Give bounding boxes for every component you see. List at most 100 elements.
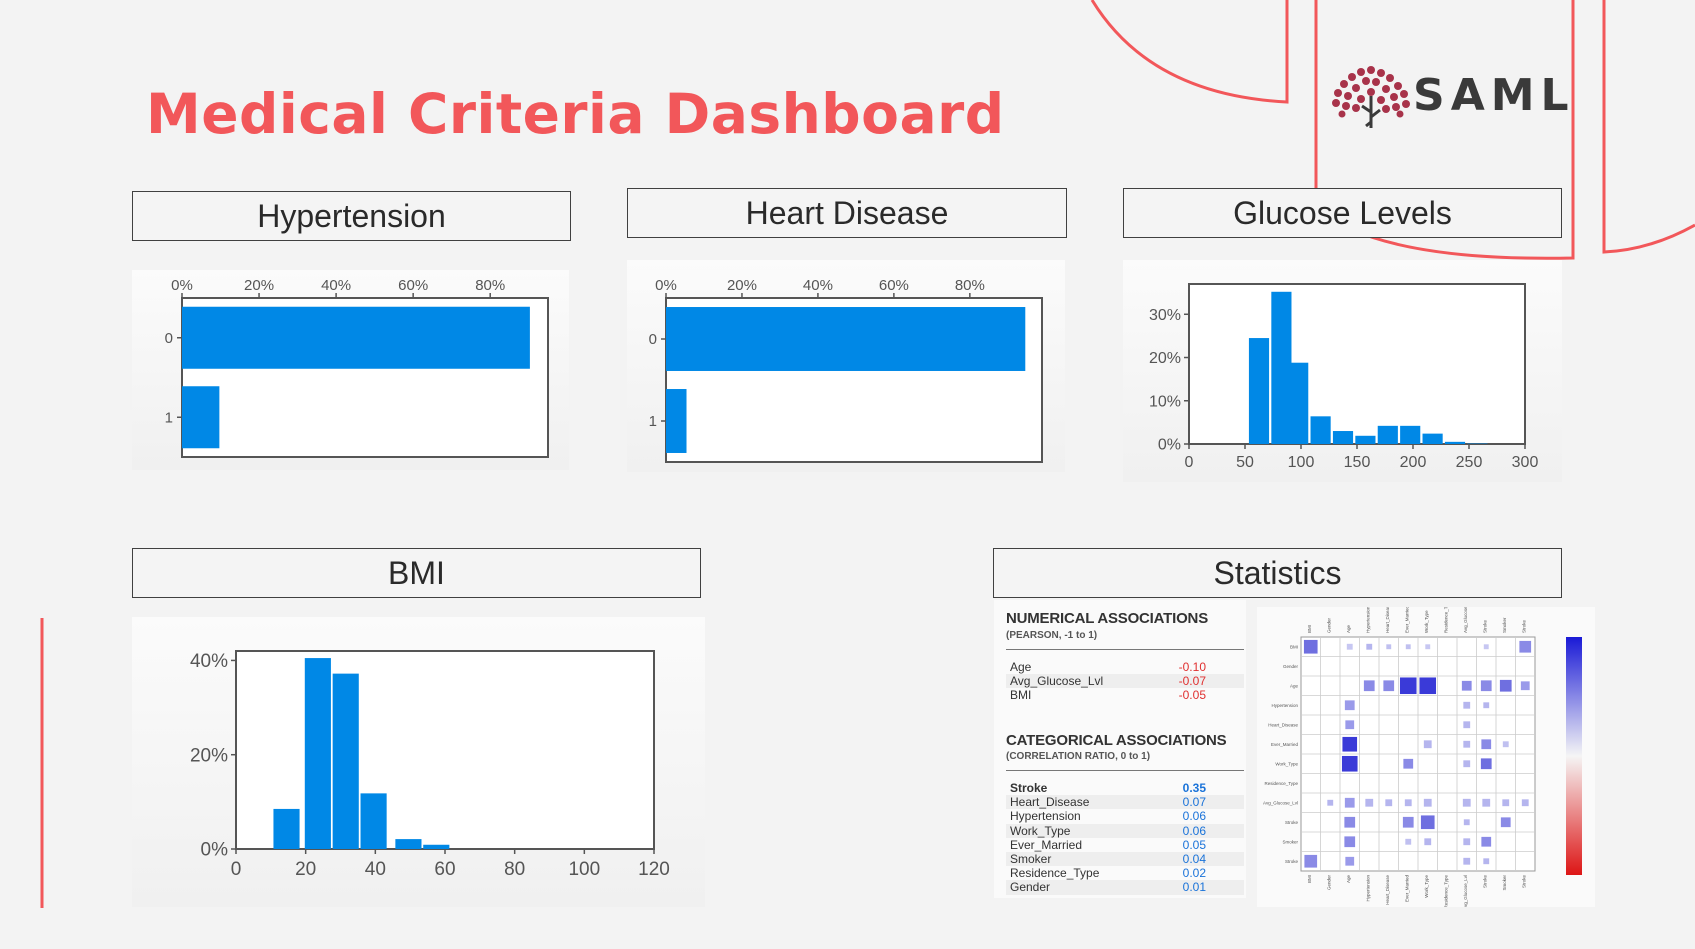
association-value: 0.06 [1182,809,1206,824]
plot-frame [1188,283,1526,445]
y-tick-label: 20% [1149,350,1181,367]
page-title: Medical Criteria Dashboard [146,82,1005,146]
heatmap-cell [1463,721,1471,729]
bar [395,839,422,849]
row-label: Heart_Disease [1268,723,1298,728]
col-label: Smoker [1502,875,1507,891]
row-label: BMI [1290,645,1298,650]
association-label: Heart_Disease [1010,795,1090,810]
col-label: BMI [1307,875,1312,883]
deco-arc-1 [1090,0,1289,104]
heatmap-cell [1363,680,1375,692]
x-tick-label: 100 [568,859,600,880]
x-tick-label: 40% [803,277,833,294]
x-tick-label: 300 [1512,454,1539,471]
association-value: 0.05 [1182,837,1206,852]
heatmap-cell [1481,739,1492,750]
heatmap-cell [1404,799,1412,807]
bar [1400,425,1421,444]
association-value: 0.02 [1182,866,1206,881]
y-tick-label: 0 [649,331,657,348]
bar [1288,362,1309,444]
heatmap-cell [1386,644,1392,650]
numerical-rows: Age -0.10 Avg_Glucose_Lvl -0.07 BMI -0.05 [1006,660,1244,703]
col-label: Residence_Type [1443,875,1448,907]
col-label: Heart_Disease [1385,607,1390,633]
association-label: Hypertension [1010,809,1081,824]
heatmap-cell [1463,740,1471,748]
y-tick-label: 10% [1149,393,1181,410]
heatmap-cell [1463,819,1470,826]
x-tick-label: 60 [434,859,455,880]
heatmap-cell [1419,677,1437,695]
heatmap-cell [1341,755,1358,772]
heatmap-cell [1344,836,1356,848]
heatmap-cell [1483,644,1489,650]
row-label: Smoker [1282,840,1298,845]
association-label: Smoker [1010,851,1052,866]
heart-disease-chart-svg: 0% 20% 40% 60% 80% 0 1 [649,277,1043,463]
heatmap-cell [1482,798,1491,807]
col-label: BMI [1307,625,1312,633]
glucose-panel-title: Glucose Levels [1123,188,1562,238]
association-label: BMI [1010,688,1032,703]
bar [360,793,387,849]
x-tick-label: 100 [1288,454,1315,471]
bmi-chart-svg: 0 20 40 60 80 100 120 0% 20% 40% [190,650,670,880]
association-value: 0.06 [1182,823,1206,838]
x-tick-label: 80% [955,277,985,294]
association-label: Work_Type [1010,823,1071,838]
heatmap-cell [1425,644,1431,650]
x-tick-label: 80 [504,859,525,880]
heatmap-cell [1344,816,1356,828]
association-value: 0.04 [1182,851,1206,866]
association-row: Heart_Disease 0.07 [1006,795,1244,810]
statistics-panel-title: Statistics [993,548,1562,598]
col-label: Work_Type [1424,610,1429,633]
col-label: Hypertension [1365,875,1370,902]
x-tick-label: 0% [655,277,677,294]
categorical-rows: Stroke 0.35 Heart_Disease 0.07 Hypertension 0… [1006,781,1244,895]
heatmap-cell [1344,700,1355,711]
saml-logo: SAML [1325,62,1569,132]
x-tick-label: 50 [1236,454,1254,471]
heatmap-cell [1463,838,1471,846]
bar [1310,416,1331,444]
heatmap-cell [1463,760,1471,768]
row-label: Hypertension [1271,703,1298,708]
y-tick-label: 40% [190,651,228,672]
y-tick-label: 1 [649,413,657,430]
x-tick-label: 120 [638,859,670,880]
heatmap-cell [1405,644,1411,650]
bar [182,306,530,369]
x-tick-label: 20 [295,859,316,880]
col-label: Age [1346,875,1351,884]
heatmap-cell [1366,643,1373,650]
row-label: Ever_Married [1271,742,1299,747]
heatmap-cell [1420,815,1435,830]
x-tick-label: 40 [365,859,386,880]
bar [1355,435,1376,444]
colorbar [1566,637,1582,875]
bar [666,389,687,453]
deco-arc-3 [1602,0,1695,254]
associations-table: NUMERICAL ASSOCIATIONS (PEARSON, -1 to 1… [994,600,1246,898]
row-label: Stroke [1285,859,1299,864]
heatmap-cell [1483,858,1490,865]
brain-tree-icon [1332,66,1410,128]
association-row: BMI -0.05 [1006,688,1244,702]
heatmap-cell [1345,856,1355,866]
x-tick-label: 20% [727,277,757,294]
row-label: Avg_Glucose_Lvl [1263,801,1298,806]
row-label: Work_Type [1275,762,1298,767]
y-tick-label: 1 [165,409,173,426]
association-value: 0.35 [1182,781,1206,795]
association-row: Avg_Glucose_Lvl -0.07 [1006,674,1244,689]
association-row: Work_Type 0.06 [1006,823,1244,838]
heatmap-cell [1462,798,1471,807]
association-value: -0.07 [1178,674,1206,689]
x-tick-label: 40% [321,277,351,294]
association-row: Gender 0.01 [1006,880,1244,895]
hypertension-chart: 0% 20% 40% 60% 80% 0 1 [132,270,569,470]
hypertension-panel-title: Hypertension [132,191,571,241]
